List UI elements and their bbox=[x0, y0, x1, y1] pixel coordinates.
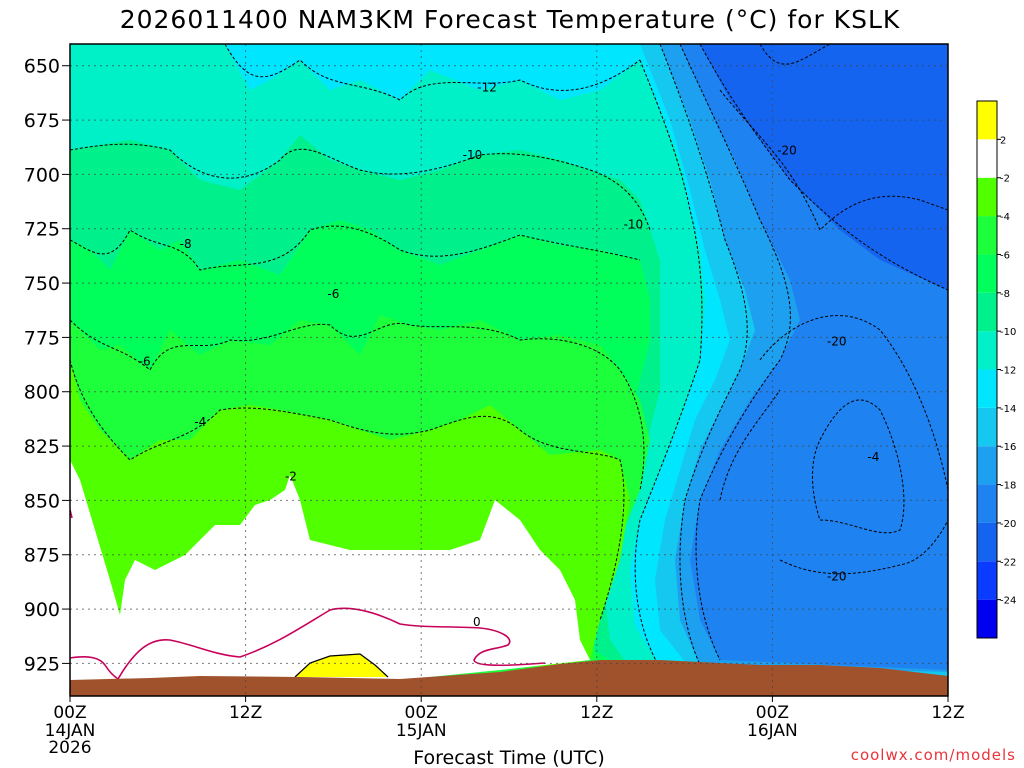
y-tick-label: 850 bbox=[24, 490, 60, 512]
contour-label: 0 bbox=[473, 615, 481, 629]
y-tick-label: 775 bbox=[24, 327, 60, 349]
contour-labels: -12 -10 -10 -20 -8 -6 -6 -20 -4 -2 -4 0 -20 bbox=[139, 80, 880, 629]
contour-line bbox=[70, 319, 645, 491]
colorbar-label: -16 bbox=[1000, 442, 1016, 453]
chart-title: 2026011400 NAM3KM Forecast Temperature (… bbox=[120, 5, 901, 34]
contour-line bbox=[70, 359, 625, 621]
contour-label: -10 bbox=[624, 217, 644, 231]
contour-label: -20 bbox=[827, 569, 847, 583]
contour-label: -10 bbox=[463, 148, 483, 162]
x-tick-label: 12Z bbox=[931, 703, 964, 723]
colorbar-label: -2 bbox=[1000, 174, 1010, 185]
contour-label: -6 bbox=[139, 354, 151, 368]
contour-label: -8 bbox=[180, 237, 192, 251]
colorbar-swatch bbox=[977, 177, 997, 217]
colorbar-swatch bbox=[977, 216, 997, 255]
y-tick-label: 650 bbox=[24, 56, 60, 78]
colorbar-swatch bbox=[977, 139, 997, 178]
colorbar-swatch bbox=[977, 599, 997, 638]
colorbar-label: -24 bbox=[1000, 596, 1016, 607]
y-tick-label: 925 bbox=[24, 653, 60, 675]
colorbar-swatch bbox=[977, 292, 997, 332]
contour-line bbox=[719, 389, 948, 575]
colorbar-label: -4 bbox=[1000, 212, 1010, 223]
contour-label: -2 bbox=[285, 469, 297, 483]
contour-line bbox=[812, 399, 905, 534]
colorbar-swatch bbox=[977, 446, 997, 485]
contour-line bbox=[634, 59, 703, 669]
colorbar-swatch bbox=[977, 484, 997, 523]
y-tick-label: 875 bbox=[24, 545, 60, 567]
x-tick-date: 16JAN bbox=[747, 721, 798, 741]
y-tick-label: 675 bbox=[24, 110, 60, 132]
plot-area bbox=[70, 44, 948, 696]
x-tick-year: 2026 bbox=[48, 738, 91, 758]
y-tick-label: 700 bbox=[24, 164, 60, 186]
colorbar-swatch bbox=[977, 522, 997, 562]
contour-label: -4 bbox=[867, 450, 879, 464]
colorbar-label: -12 bbox=[1000, 366, 1016, 377]
y-tick-label: 725 bbox=[24, 219, 60, 241]
x-tick-label: 12Z bbox=[580, 703, 613, 723]
colorbar-swatch bbox=[977, 331, 997, 370]
contour-line bbox=[759, 315, 948, 491]
x-axis-label: Forecast Time (UTC) bbox=[413, 747, 604, 768]
colorbar-label: -6 bbox=[1000, 250, 1010, 261]
colorbar-swatch bbox=[977, 561, 997, 600]
x-tick-label: 00Z bbox=[53, 703, 86, 723]
colorbar-label: -8 bbox=[1000, 289, 1010, 300]
y-axis: 650 675 700 725 750 775 800 825 850 875 900 925 bbox=[24, 56, 70, 675]
contour-line bbox=[699, 44, 948, 291]
contour-label: -12 bbox=[477, 80, 497, 94]
contour-label: -20 bbox=[827, 335, 847, 349]
contour-line bbox=[224, 44, 641, 101]
contour-line bbox=[659, 44, 748, 666]
ground bbox=[70, 660, 948, 696]
y-tick-label: 900 bbox=[24, 599, 60, 621]
colorbar: -24-22-20-18-16-14-12-10-8-6-4-22 bbox=[976, 100, 1016, 639]
contour-line bbox=[679, 44, 791, 661]
contour-line bbox=[70, 143, 651, 231]
contour-label: -6 bbox=[327, 287, 339, 301]
colorbar-label: -20 bbox=[1000, 519, 1016, 530]
colorbar-label: -10 bbox=[1000, 327, 1016, 338]
band-above-two bbox=[295, 654, 388, 677]
y-tick-label: 750 bbox=[24, 273, 60, 295]
colorbar-label: -22 bbox=[1000, 557, 1016, 568]
x-tick-label: 12Z bbox=[229, 703, 262, 723]
colorbar-swatch bbox=[977, 254, 997, 293]
contour-line bbox=[719, 89, 948, 231]
band-above-zero bbox=[70, 460, 590, 680]
colorbar-label: -14 bbox=[1000, 404, 1016, 415]
warm-outline bbox=[294, 653, 389, 678]
zero-contour bbox=[70, 607, 546, 680]
contour-label: -4 bbox=[194, 415, 206, 429]
x-tick-date: 15JAN bbox=[396, 721, 447, 741]
credit-text[interactable]: coolwx.com/models bbox=[851, 746, 1016, 764]
contour-label: -20 bbox=[777, 143, 797, 157]
grid bbox=[70, 44, 948, 696]
contour-line bbox=[759, 44, 831, 65]
y-tick-label: 800 bbox=[24, 382, 60, 404]
colorbar-swatch bbox=[977, 407, 997, 447]
y-tick-label: 825 bbox=[24, 436, 60, 458]
colorbar-label: -18 bbox=[1000, 481, 1016, 492]
x-tick-label: 00Z bbox=[405, 703, 438, 723]
plot-frame bbox=[69, 43, 949, 697]
x-tick-date: 14JAN bbox=[45, 721, 96, 741]
x-tick-label: 00Z bbox=[756, 703, 789, 723]
colorbar-swatch bbox=[977, 101, 997, 140]
colorbar-label: 2 bbox=[1000, 135, 1006, 146]
colorbar-swatch bbox=[977, 369, 997, 408]
